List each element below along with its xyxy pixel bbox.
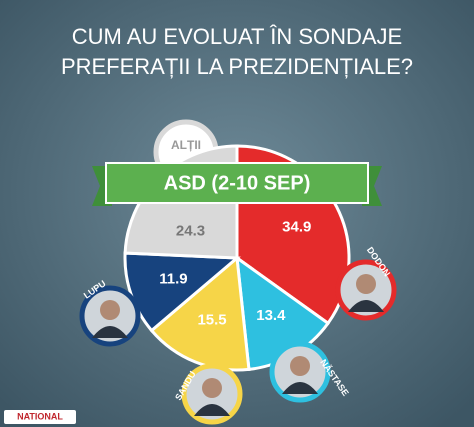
photo-body xyxy=(194,404,230,416)
photo-body xyxy=(348,300,384,312)
title-line: CUM AU EVOLUAT ÎN SONDAJE xyxy=(72,24,402,49)
pie-slice xyxy=(149,255,251,372)
subtitle: ASD (2-10 SEP) xyxy=(164,172,311,194)
photo-head xyxy=(290,356,310,376)
value-label: 15.5 xyxy=(197,311,226,328)
photo-head xyxy=(202,378,222,398)
photo-head xyxy=(356,274,376,294)
logo-box xyxy=(4,410,76,424)
value-label: 34.9 xyxy=(282,218,311,235)
photo-head xyxy=(100,300,120,320)
category-label: ALȚII xyxy=(171,138,201,152)
banner xyxy=(105,162,369,204)
source-logo: NATIONAL xyxy=(17,411,63,421)
value-label: 13.4 xyxy=(256,307,286,324)
value-label: 24.3 xyxy=(176,222,205,239)
photo-body xyxy=(92,326,128,338)
photo-body xyxy=(282,382,318,394)
value-label: 11.9 xyxy=(159,271,187,288)
title-line: PREFERAȚII LA PREZIDENȚIALE? xyxy=(61,54,413,79)
